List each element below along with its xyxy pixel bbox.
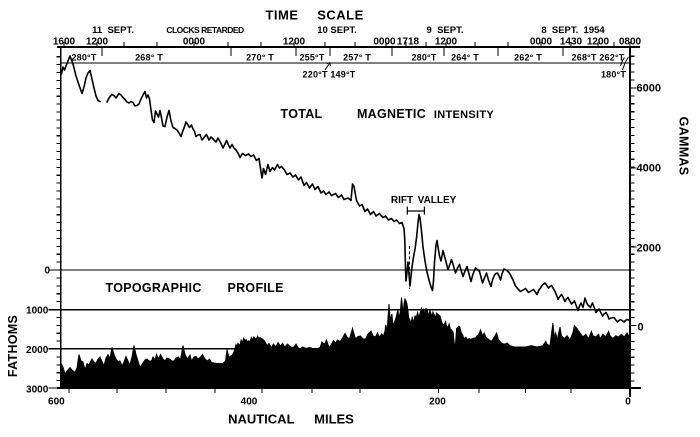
svg-text:3000: 3000 [26,385,49,396]
svg-text:PROFILE: PROFILE [227,281,283,295]
svg-text:264° T: 264° T [451,53,479,63]
svg-text:FATHOMS: FATHOMS [6,315,20,377]
svg-text:11 SEPT.: 11 SEPT. [92,25,134,36]
svg-text:TIME: TIME [265,8,298,23]
svg-text:0: 0 [625,397,631,408]
svg-text:CLOCKS RETARDED: CLOCKS RETARDED [166,25,244,35]
svg-text:2000: 2000 [26,345,49,356]
svg-text:TOTAL: TOTAL [280,107,322,121]
svg-text:TOPOGRAPHIC: TOPOGRAPHIC [106,281,202,295]
svg-text:4000: 4000 [637,163,661,175]
svg-text:VALLEY: VALLEY [418,195,457,206]
svg-text:MAGNETIC: MAGNETIC [357,107,426,121]
svg-text:220°T 149°T: 220°T 149°T [303,70,356,80]
svg-text:270° T: 270° T [246,53,274,63]
svg-text:0: 0 [638,322,644,334]
svg-text:280°T: 280°T [411,53,436,63]
svg-text:280°T: 280°T [71,53,96,63]
svg-text:SCALE: SCALE [317,8,364,23]
svg-text:268°T 262°T: 268°T 262°T [572,53,625,63]
svg-text:10 SEPT.: 10 SEPT. [317,25,357,36]
svg-text:262° T: 262° T [514,53,542,63]
svg-text:268° T: 268° T [135,53,163,63]
svg-text:0: 0 [44,266,50,277]
svg-text:2000: 2000 [637,243,661,255]
svg-text:1000: 1000 [26,306,49,317]
svg-text:RIFT: RIFT [391,195,413,206]
svg-text:8 SEPT. 1954: 8 SEPT. 1954 [541,25,605,36]
svg-text:600: 600 [48,397,65,408]
svg-text:1718: 1718 [397,37,420,48]
svg-text:6000: 6000 [637,83,661,95]
svg-text:400: 400 [241,397,258,408]
svg-text:257° T: 257° T [343,53,371,63]
svg-text:GAMMAS: GAMMAS [677,117,691,176]
svg-text:MILES: MILES [314,412,354,427]
svg-text:NAUTICAL: NAUTICAL [228,412,294,427]
svg-text:180°T: 180°T [601,70,626,80]
svg-text:0000: 0000 [373,37,396,48]
svg-text:200: 200 [429,397,446,408]
svg-text:9 SEPT.: 9 SEPT. [427,25,464,36]
svg-text:255°T: 255°T [299,53,324,63]
svg-text:INTENSITY: INTENSITY [434,109,495,121]
